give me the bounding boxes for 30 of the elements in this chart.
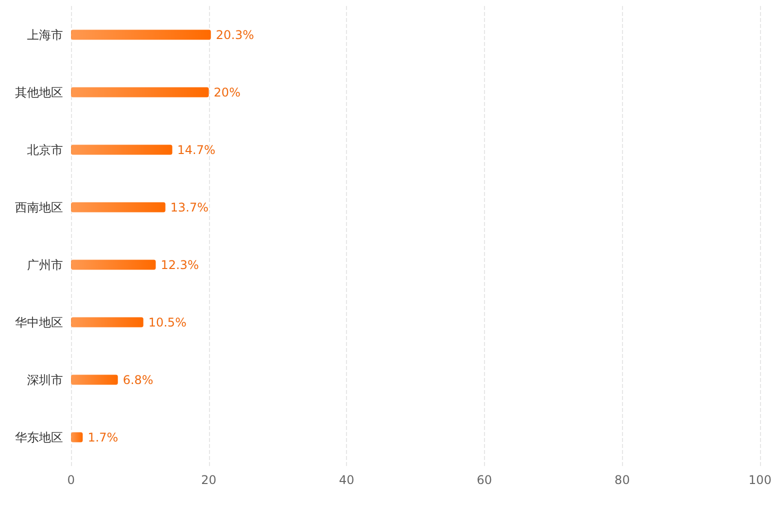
x-tick-label: 80 <box>614 473 630 487</box>
bar <box>71 202 166 212</box>
y-tick-label: 西南地区 <box>15 200 63 214</box>
bar <box>71 432 83 442</box>
x-tick-label: 100 <box>748 473 772 487</box>
bar <box>71 374 118 385</box>
data-label: 10.5% <box>148 315 186 330</box>
data-label: 20.3% <box>216 28 254 42</box>
data-label: 1.7% <box>88 430 118 444</box>
x-tick-label: 60 <box>476 473 492 487</box>
bar <box>71 87 209 98</box>
bar <box>71 144 172 155</box>
y-tick-label: 华中地区 <box>15 315 63 330</box>
bar <box>71 260 156 270</box>
y-tick-label: 广州市 <box>27 258 63 272</box>
data-label: 14.7% <box>177 142 216 157</box>
data-label: 6.8% <box>122 372 154 387</box>
data-label: 12.3% <box>160 258 199 272</box>
y-tick-label: 深圳市 <box>27 372 63 387</box>
x-tick-label: 40 <box>338 473 354 487</box>
data-label: 20% <box>214 85 240 100</box>
x-tick-label: 20 <box>201 473 216 487</box>
y-tick-label: 华东地区 <box>15 430 63 444</box>
y-tick-label: 北京市 <box>27 142 63 157</box>
data-label: 13.7% <box>170 200 209 214</box>
y-tick-label: 其他地区 <box>15 85 63 100</box>
x-tick-label: 0 <box>67 473 75 487</box>
y-tick-label: 上海市 <box>27 28 63 42</box>
bar <box>71 30 211 40</box>
bar <box>71 317 144 328</box>
